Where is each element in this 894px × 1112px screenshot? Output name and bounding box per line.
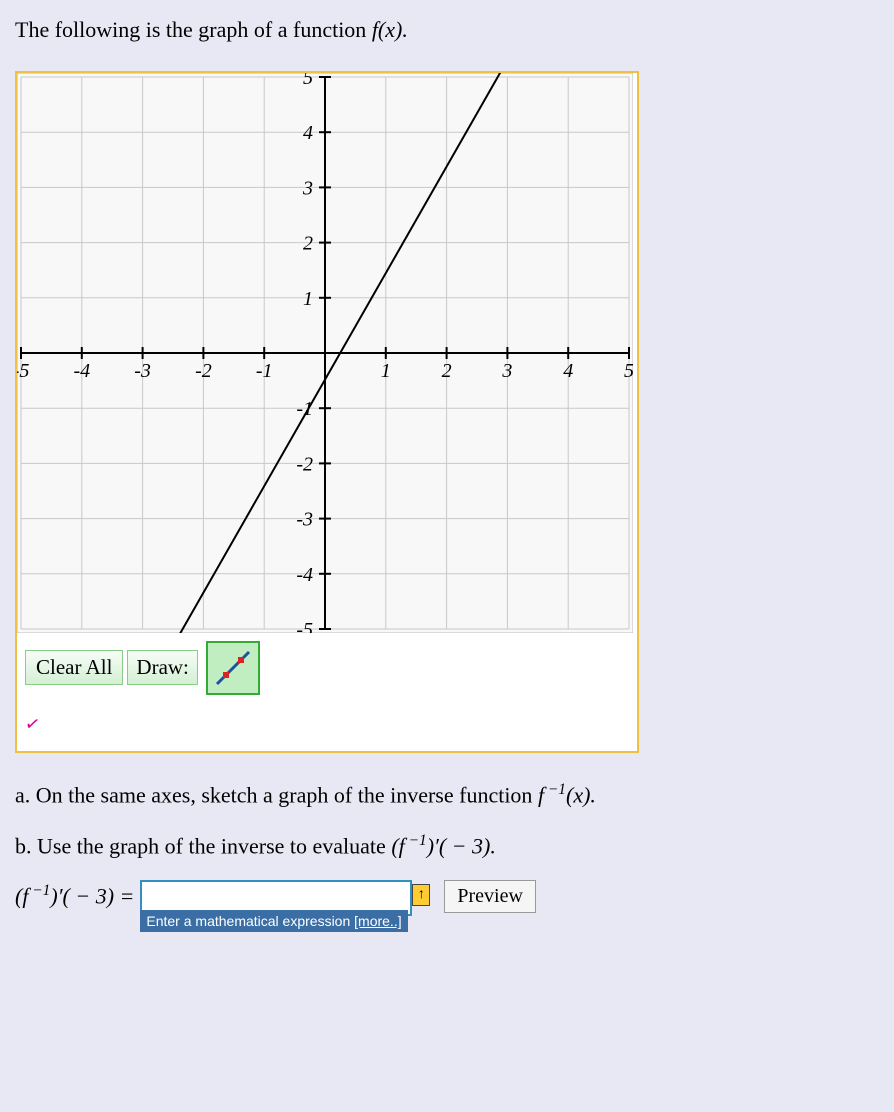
expand-input-icon[interactable]: ↑ — [412, 884, 430, 906]
answer-input-wrap: ↑ Enter a mathematical expression [more.… — [140, 880, 412, 916]
answer-row: (f −1)′( − 3) = ↑ Enter a mathematical e… — [15, 880, 879, 916]
part-b-tail: )′( − 3). — [427, 833, 496, 858]
svg-text:4: 4 — [303, 122, 313, 144]
svg-text:3: 3 — [501, 360, 512, 382]
svg-text:-5: -5 — [296, 619, 313, 633]
clear-all-button[interactable]: Clear All — [25, 650, 123, 685]
graph-toolbar: Clear All Draw: — [17, 633, 637, 705]
part-a-text: a. On the same axes, sketch a graph of t… — [15, 778, 879, 811]
answer-tail: )′( − 3) = — [50, 884, 134, 909]
graph-container: -5 -4 -3 -2 -1 1 2 3 4 5 -5 -4 -3 -2 -1 1 2 3 4 5 Clear All… — [15, 71, 639, 753]
answer-lhs: (f −1)′( − 3) = — [15, 880, 134, 909]
svg-text:-2: -2 — [195, 360, 212, 382]
intro-text: The following is the graph of a function… — [15, 15, 879, 46]
line-tool-button[interactable] — [206, 641, 260, 695]
svg-text:1: 1 — [381, 360, 391, 382]
part-b-prefix: b. Use the graph of the inverse to evalu… — [15, 833, 391, 858]
part-a-tail: (x). — [566, 782, 596, 807]
svg-text:1: 1 — [303, 288, 313, 310]
svg-text:-2: -2 — [296, 453, 313, 475]
hint-more-link[interactable]: [more..] — [354, 913, 401, 929]
svg-text:-4: -4 — [296, 564, 313, 586]
svg-text:-1: -1 — [296, 398, 313, 420]
answer-f: (f — [15, 884, 28, 909]
svg-text:2: 2 — [442, 360, 452, 382]
checkmark-icon: ✓ — [23, 713, 42, 736]
svg-text:5: 5 — [624, 360, 633, 382]
svg-text:-4: -4 — [73, 360, 90, 382]
draw-label: Draw: — [127, 650, 197, 685]
input-hint: Enter a mathematical expression [more..] — [140, 910, 407, 932]
svg-text:5: 5 — [303, 73, 313, 89]
part-b-text: b. Use the graph of the inverse to evalu… — [15, 829, 879, 862]
part-b-f: (f — [391, 833, 404, 858]
graph-plot[interactable]: -5 -4 -3 -2 -1 1 2 3 4 5 -5 -4 -3 -2 -1 1 2 3 4 5 — [17, 73, 633, 633]
svg-text:-3: -3 — [296, 508, 313, 530]
svg-text:-5: -5 — [17, 360, 29, 382]
svg-text:-3: -3 — [134, 360, 151, 382]
line-tool-icon — [211, 646, 255, 690]
hint-text: Enter a mathematical expression — [146, 913, 354, 929]
part-a-exp: −1 — [544, 781, 566, 798]
preview-button[interactable]: Preview — [444, 880, 536, 913]
intro-prefix: The following is the graph of a function — [15, 17, 372, 42]
part-a-prefix: a. On the same axes, sketch a graph of t… — [15, 782, 538, 807]
svg-text:4: 4 — [563, 360, 573, 382]
svg-text:2: 2 — [303, 232, 313, 254]
part-b-exp: −1 — [405, 832, 427, 849]
svg-text:-1: -1 — [256, 360, 273, 382]
answer-exp: −1 — [28, 882, 50, 899]
svg-text:3: 3 — [302, 177, 313, 199]
ready-indicator-row: ✓ — [17, 705, 637, 751]
intro-fx: f(x). — [372, 17, 408, 42]
